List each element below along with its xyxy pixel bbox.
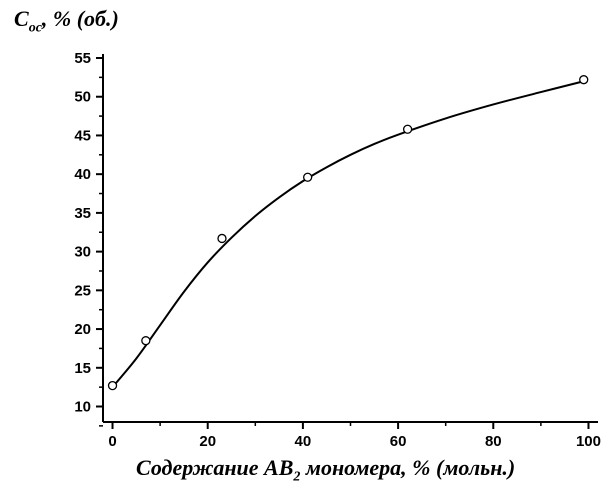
data-point	[218, 234, 226, 242]
y-tick-label: 55	[74, 50, 91, 67]
y-tick-label: 30	[74, 244, 91, 261]
data-point	[109, 382, 117, 390]
data-point	[404, 125, 412, 133]
x-tick-label: 100	[576, 433, 601, 450]
fit-curve-layer	[113, 81, 584, 387]
data-point	[304, 173, 312, 181]
x-tick-label: 80	[485, 433, 502, 450]
data-point	[580, 76, 588, 84]
data-point	[142, 337, 150, 345]
y-tick-label: 15	[74, 360, 91, 377]
fit-curve-line	[113, 81, 584, 387]
x-tick-label: 20	[199, 433, 216, 450]
y-tick-label: 45	[74, 127, 91, 144]
y-tick-label: 40	[74, 166, 91, 183]
y-tick-label: 25	[74, 282, 91, 299]
data-points-layer	[109, 76, 588, 390]
y-tick-label: 35	[74, 205, 91, 222]
x-tick-label: 40	[295, 433, 312, 450]
x-axis-label: Содержание AB2 мономера, % (мольн.)	[136, 455, 515, 485]
y-tick-label: 10	[74, 399, 91, 416]
y-tick-label: 20	[74, 321, 91, 338]
y-tick-label: 50	[74, 89, 91, 106]
axes: 10 15 20 25 30 35 40 45 50 55 0 20 40 60 80 100	[74, 50, 601, 450]
x-tick-label: 0	[108, 433, 116, 450]
x-tick-label: 60	[390, 433, 407, 450]
